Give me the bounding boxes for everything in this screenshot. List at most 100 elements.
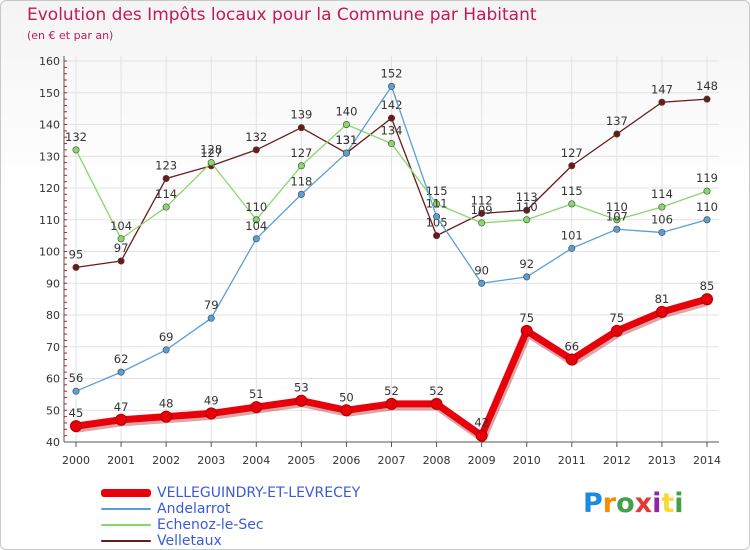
data-label: 147 <box>651 82 673 96</box>
data-label: 95 <box>69 247 84 261</box>
data-point <box>568 162 576 170</box>
y-tick-label: 140 <box>39 119 60 132</box>
x-tick-label: 2013 <box>648 454 676 467</box>
y-tick-label: 150 <box>39 87 60 100</box>
data-point <box>297 124 305 132</box>
data-label: 114 <box>651 187 673 201</box>
data-point <box>610 324 623 337</box>
chart-title: Evolution des Impôts locaux pour la Comm… <box>27 5 537 25</box>
data-point <box>475 429 488 442</box>
logo-letter: o <box>616 488 635 519</box>
data-label: 97 <box>114 241 129 255</box>
data-point <box>252 146 260 154</box>
data-label: 128 <box>200 143 222 157</box>
x-tick-label: 2002 <box>152 454 180 467</box>
data-label: 119 <box>696 171 718 185</box>
data-label: 114 <box>155 187 177 201</box>
data-point <box>523 273 531 281</box>
data-point <box>72 387 80 395</box>
data-point <box>207 159 215 167</box>
data-point <box>162 203 170 211</box>
data-point <box>387 114 395 122</box>
logo-letter: x <box>634 488 653 519</box>
data-label: 105 <box>426 216 448 230</box>
data-label: 90 <box>474 263 489 277</box>
y-tick-label: 90 <box>46 277 60 290</box>
data-point <box>117 235 125 243</box>
y-tick-label: 60 <box>46 373 60 386</box>
x-tick-label: 2006 <box>332 454 360 467</box>
data-label: 79 <box>204 298 219 312</box>
legend-swatch <box>101 508 151 510</box>
y-tick-label: 80 <box>46 309 60 322</box>
legend-item: Echenoz-le-Sec <box>101 517 360 533</box>
data-point <box>568 200 576 208</box>
x-tick-label: 2000 <box>62 454 90 467</box>
data-point <box>117 368 125 376</box>
y-tick-label: 100 <box>39 246 60 259</box>
x-tick-label: 2009 <box>468 454 496 467</box>
data-label: 139 <box>290 108 312 122</box>
logo-letter: t <box>661 488 675 519</box>
data-point <box>117 257 125 265</box>
data-label: 132 <box>245 130 267 144</box>
data-label: 123 <box>155 158 177 172</box>
data-label: 106 <box>651 212 673 226</box>
data-point <box>342 121 350 129</box>
legend-item: Velletaux <box>101 533 360 549</box>
data-label: 85 <box>700 279 715 293</box>
y-tick-label: 120 <box>39 182 60 195</box>
data-point <box>160 410 173 423</box>
logo-letter: P <box>583 488 603 519</box>
data-point <box>523 216 531 224</box>
data-label: 127 <box>200 146 222 160</box>
legend-label: Andelarrot <box>157 501 231 517</box>
logo-letter: i <box>652 488 662 519</box>
data-point <box>162 346 170 354</box>
data-point <box>385 397 398 410</box>
data-label: 109 <box>471 203 493 217</box>
data-label: 50 <box>339 390 354 404</box>
data-label: 69 <box>159 330 174 344</box>
data-point <box>433 213 441 221</box>
data-label: 127 <box>561 146 583 160</box>
data-point <box>701 293 713 306</box>
legend-swatch <box>101 489 151 497</box>
y-tick-label: 110 <box>39 214 60 227</box>
data-point <box>205 407 218 420</box>
y-tick-label: 160 <box>39 55 60 68</box>
legend-label: VELLEGUINDRY-ET-LEVRECEY <box>157 485 361 501</box>
data-label: 113 <box>516 190 538 204</box>
y-tick-label: 70 <box>46 341 60 354</box>
y-tick-label: 130 <box>39 150 60 163</box>
data-point <box>297 190 305 198</box>
data-label: 112 <box>471 193 493 207</box>
data-label: 115 <box>426 184 448 198</box>
logo-letter: i <box>674 488 684 519</box>
data-point <box>433 200 441 208</box>
data-point <box>115 413 128 426</box>
x-tick-label: 2005 <box>287 454 315 467</box>
data-point <box>72 146 80 154</box>
legend-label: Velletaux <box>157 533 222 549</box>
data-label: 148 <box>696 79 718 93</box>
data-point <box>297 162 305 170</box>
x-tick-label: 2010 <box>513 454 541 467</box>
data-label: 51 <box>249 387 264 401</box>
data-point <box>340 404 353 417</box>
data-label: 53 <box>294 381 309 395</box>
legend-swatch <box>101 524 151 526</box>
data-label: 104 <box>110 219 132 233</box>
legend-label: Echenoz-le-Sec <box>157 517 264 533</box>
x-tick-label: 2007 <box>378 454 406 467</box>
data-label: 52 <box>384 384 399 398</box>
data-label: 49 <box>204 393 219 407</box>
data-label: 115 <box>561 184 583 198</box>
data-point <box>568 244 576 252</box>
data-point <box>658 228 666 236</box>
data-point <box>613 216 621 224</box>
data-point <box>478 279 486 287</box>
data-label: 66 <box>564 339 579 353</box>
data-label: 62 <box>114 352 129 366</box>
